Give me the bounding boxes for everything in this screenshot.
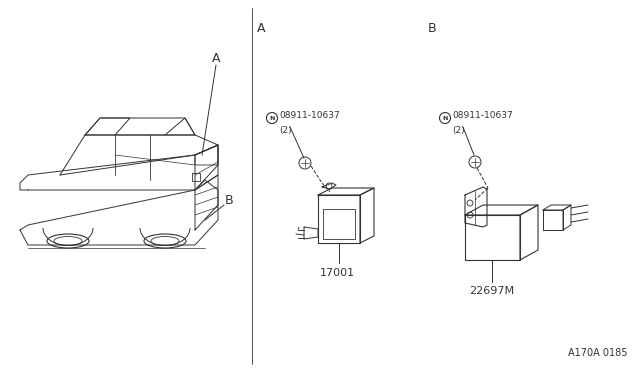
Text: 17001: 17001 bbox=[319, 268, 355, 278]
Text: 08911-10637: 08911-10637 bbox=[452, 112, 513, 121]
Text: (2): (2) bbox=[279, 126, 292, 135]
Text: A: A bbox=[212, 51, 220, 64]
Text: (2): (2) bbox=[452, 126, 465, 135]
Text: N: N bbox=[269, 115, 275, 121]
Text: A: A bbox=[257, 22, 266, 35]
Text: B: B bbox=[225, 193, 234, 206]
Text: B: B bbox=[428, 22, 436, 35]
Text: N: N bbox=[442, 115, 448, 121]
Text: A170A 0185: A170A 0185 bbox=[568, 348, 628, 358]
Text: 08911-10637: 08911-10637 bbox=[279, 112, 340, 121]
Text: 22697M: 22697M bbox=[469, 286, 515, 296]
